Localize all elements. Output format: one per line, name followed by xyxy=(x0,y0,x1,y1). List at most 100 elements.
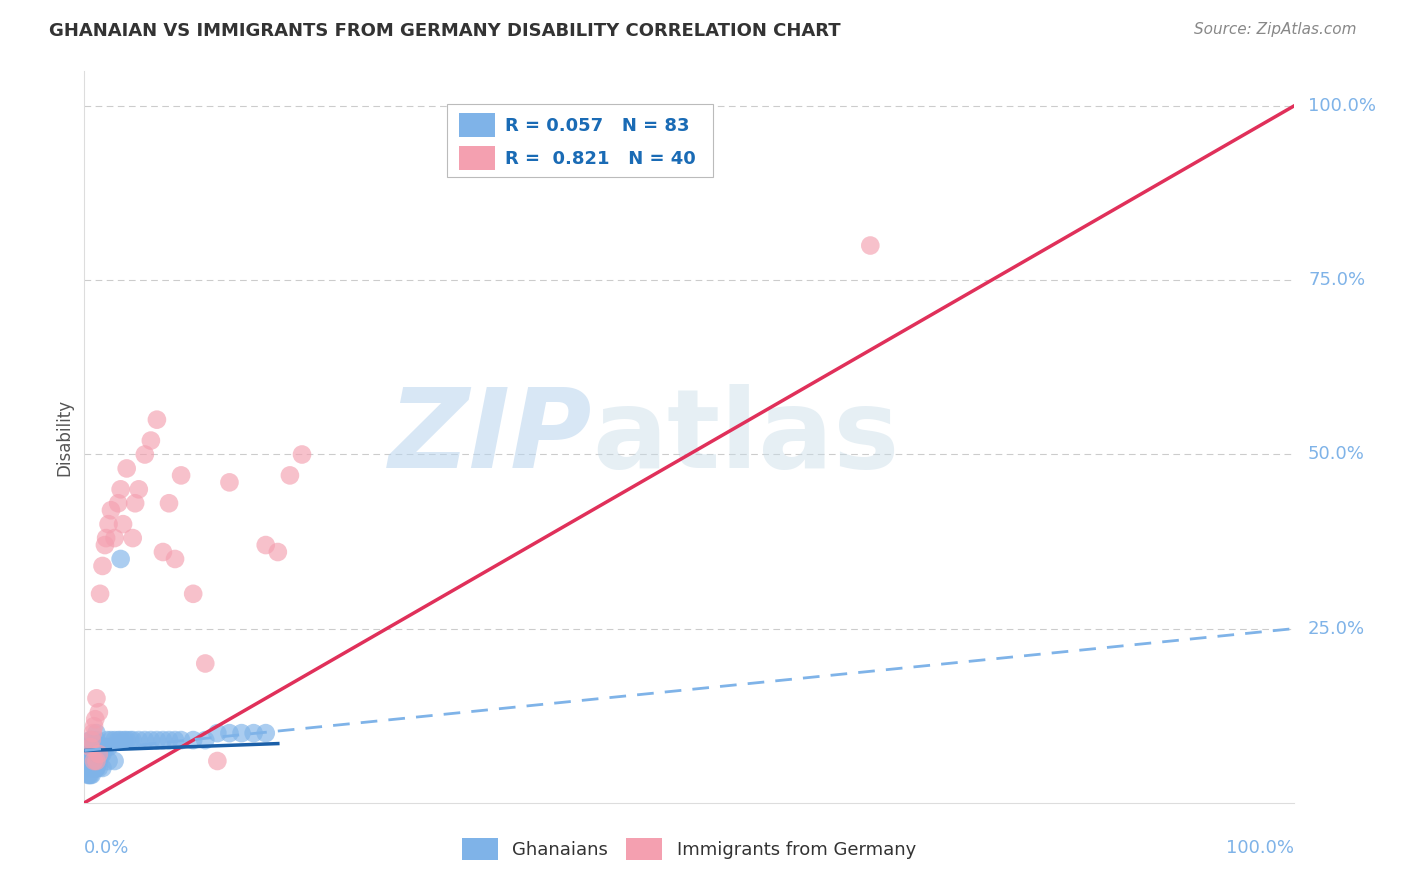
Point xyxy=(90,740,112,755)
Point xyxy=(82,761,104,775)
Point xyxy=(77,754,100,768)
Point xyxy=(87,761,110,775)
Point xyxy=(86,761,108,775)
Text: 0.0%: 0.0% xyxy=(84,839,129,857)
Y-axis label: Disability: Disability xyxy=(55,399,73,475)
Point xyxy=(115,461,138,475)
Point xyxy=(84,740,107,755)
Point xyxy=(157,496,180,510)
Point xyxy=(80,733,103,747)
Point xyxy=(86,747,108,761)
Text: atlas: atlas xyxy=(592,384,900,491)
Point xyxy=(104,733,127,747)
Point xyxy=(207,726,229,740)
Point xyxy=(139,733,162,747)
Point xyxy=(79,733,101,747)
Point xyxy=(82,761,104,775)
Point xyxy=(112,517,135,532)
Point xyxy=(859,238,882,252)
Point xyxy=(170,733,193,747)
Point xyxy=(79,761,101,775)
Point xyxy=(110,552,132,566)
Point xyxy=(128,483,150,497)
Point xyxy=(139,434,162,448)
Point xyxy=(94,740,117,755)
Text: 100.0%: 100.0% xyxy=(1308,97,1376,115)
Point xyxy=(146,733,169,747)
Point xyxy=(194,657,217,671)
Point xyxy=(77,747,100,761)
Point xyxy=(207,754,229,768)
Point xyxy=(100,733,122,747)
Point xyxy=(134,733,156,747)
Point xyxy=(77,740,100,755)
Text: 25.0%: 25.0% xyxy=(1308,620,1365,638)
Point xyxy=(242,726,264,740)
Point xyxy=(87,705,110,719)
Point xyxy=(77,768,100,782)
Point xyxy=(231,726,253,740)
Point xyxy=(80,733,103,747)
Point xyxy=(104,754,127,768)
Point xyxy=(86,726,108,740)
Point xyxy=(152,545,174,559)
Point xyxy=(83,754,105,768)
Point xyxy=(79,768,101,782)
Point xyxy=(84,761,107,775)
Point xyxy=(87,754,110,768)
Point xyxy=(82,726,104,740)
Text: 50.0%: 50.0% xyxy=(1308,445,1365,464)
Point xyxy=(97,740,120,755)
Point xyxy=(94,531,117,545)
Point xyxy=(218,475,240,490)
Text: 75.0%: 75.0% xyxy=(1308,271,1365,289)
Point xyxy=(170,468,193,483)
Bar xyxy=(460,146,495,170)
Point xyxy=(218,726,240,740)
Point xyxy=(91,740,114,755)
Point xyxy=(79,754,101,768)
Point xyxy=(104,531,127,545)
Point xyxy=(82,754,104,768)
Text: GHANAIAN VS IMMIGRANTS FROM GERMANY DISABILITY CORRELATION CHART: GHANAIAN VS IMMIGRANTS FROM GERMANY DISA… xyxy=(49,22,841,40)
Point xyxy=(87,747,110,761)
Point xyxy=(86,747,108,761)
Point xyxy=(77,761,100,775)
Point xyxy=(77,768,100,782)
Text: Source: ZipAtlas.com: Source: ZipAtlas.com xyxy=(1194,22,1357,37)
Text: R = 0.057   N = 83: R = 0.057 N = 83 xyxy=(505,117,690,136)
Point xyxy=(96,733,118,747)
Point xyxy=(80,768,103,782)
Point xyxy=(100,503,122,517)
Point xyxy=(120,733,142,747)
Point xyxy=(97,517,120,532)
Point xyxy=(121,733,143,747)
Point xyxy=(94,740,117,755)
Point xyxy=(128,733,150,747)
Point xyxy=(86,754,108,768)
Point xyxy=(82,740,104,755)
Point xyxy=(91,558,114,573)
Point xyxy=(86,691,108,706)
Point xyxy=(194,733,217,747)
Point xyxy=(93,740,115,755)
Point xyxy=(76,761,98,775)
Point xyxy=(84,761,107,775)
Point xyxy=(165,552,187,566)
Text: R =  0.821   N = 40: R = 0.821 N = 40 xyxy=(505,150,696,168)
Point xyxy=(267,545,290,559)
Point xyxy=(82,747,104,761)
Point xyxy=(89,587,111,601)
Point xyxy=(124,496,146,510)
Point xyxy=(181,733,204,747)
FancyBboxPatch shape xyxy=(447,104,713,178)
Legend: Ghanaians, Immigrants from Germany: Ghanaians, Immigrants from Germany xyxy=(454,830,924,867)
Point xyxy=(83,761,105,775)
Point xyxy=(79,747,101,761)
Point xyxy=(86,761,108,775)
Point xyxy=(165,733,187,747)
Point xyxy=(86,740,108,755)
Point xyxy=(97,754,120,768)
Point xyxy=(115,733,138,747)
Point xyxy=(83,754,105,768)
